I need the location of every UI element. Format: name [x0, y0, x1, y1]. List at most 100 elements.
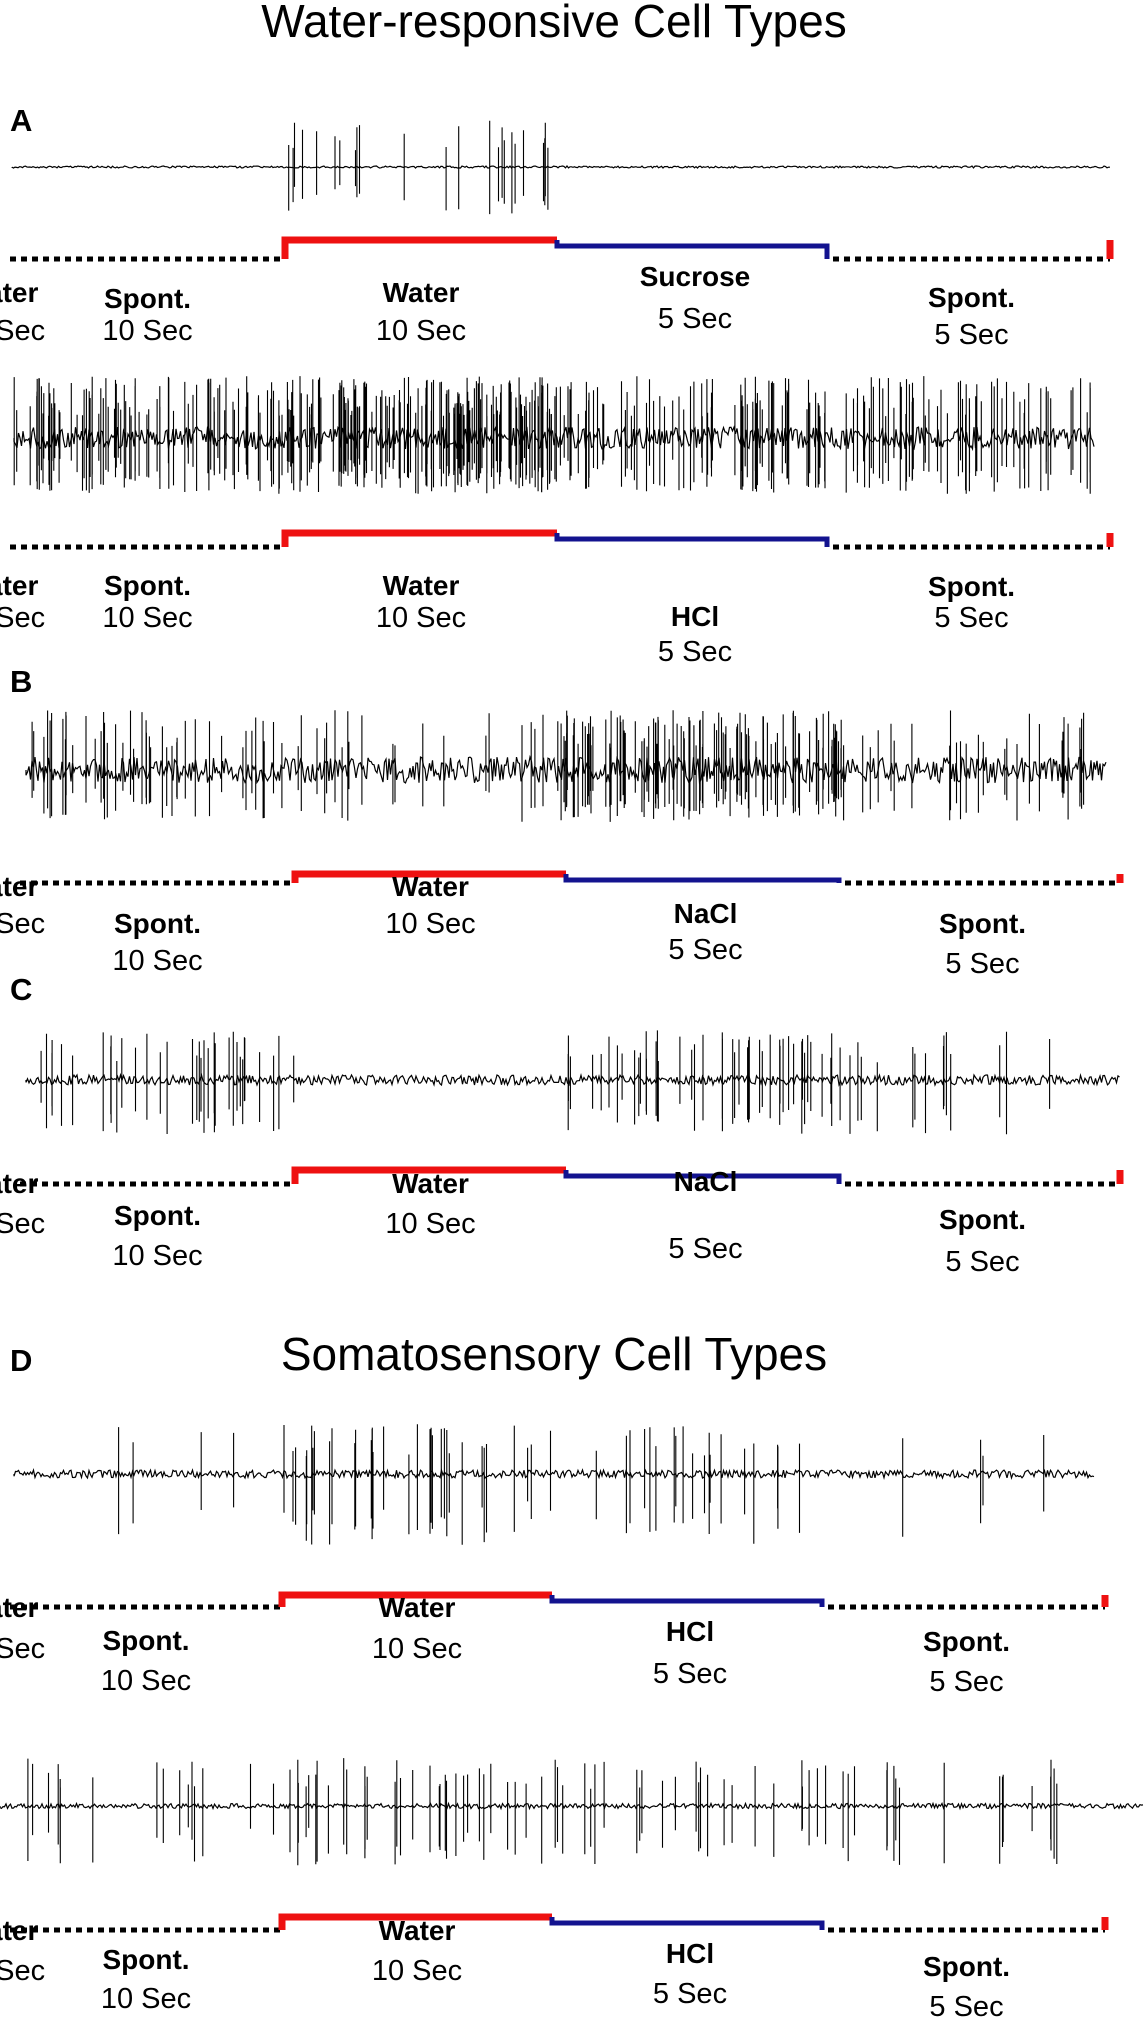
stimulus-name: Water: [392, 871, 469, 902]
stimulus-segment-water: Water 10 Sec: [291, 1166, 566, 1240]
tastant-bar: [549, 1917, 825, 1930]
stimulus-duration: 5 Sec: [929, 1991, 1003, 2018]
stimulus-duration: 10 Sec: [372, 1955, 462, 1987]
stimulus-duration: 10 Sec: [0, 1955, 45, 1987]
stimulus-duration: 5 Sec: [668, 934, 742, 966]
spike-train: [31, 710, 1085, 822]
spike-train: [288, 120, 549, 215]
stimulus-segment-water: Water 10 Sec: [0, 871, 1124, 940]
stimulus-name: Spont.: [928, 571, 1015, 602]
stimulus-name: HCl: [671, 601, 719, 632]
stimulus-duration: 5 Sec: [668, 1233, 742, 1265]
stimulus-name: Spont.: [923, 1626, 1010, 1657]
panel-label: B: [10, 664, 32, 699]
stimulus-name: Water: [0, 570, 38, 601]
stimulus-segment-tastant: Sucrose 5 Sec: [554, 240, 830, 335]
stimulus-segment-spont: Spont.10 Sec: [20, 1181, 295, 1272]
baseline-trace: [25, 1072, 1120, 1087]
stimulus-segment-spont: Spont.5 Sec: [833, 256, 1110, 351]
water-bar: [278, 1591, 552, 1607]
baseline-trace: [11, 165, 1110, 169]
stimulus-segment-tastant: NaCl 5 Sec: [563, 874, 842, 966]
stimulus-name: NaCl: [674, 898, 738, 929]
stimulus-name: Water: [0, 871, 38, 902]
stimulus-segment-tastant: HCl 5 Sec: [549, 1595, 825, 1690]
stimulus-segment-water: Water 10 Sec: [0, 1915, 1109, 1987]
stimulus-duration: 5 Sec: [653, 1658, 727, 1690]
spike-train: [118, 1424, 1045, 1545]
stimulus-duration: 5 Sec: [653, 1978, 727, 2010]
water-bar: [291, 1166, 566, 1184]
stimulus-name: Spont.: [114, 908, 201, 939]
stimulus-name: Water: [0, 1592, 38, 1623]
stimulus-segment-spont: Spont. 10 Sec: [20, 880, 295, 977]
stimulus-segment-spont: Spont. 5 Sec: [845, 880, 1120, 980]
stimulus-name: Spont.: [939, 1204, 1026, 1235]
stimulus-segment-tastant: HCl 5 Sec: [554, 533, 830, 668]
stimulus-segment-tastant: NaCl 5 Sec: [563, 1166, 842, 1265]
stimulus-name: Water: [392, 1168, 469, 1199]
water-responsive-title: Water-responsive Cell Types: [261, 0, 846, 47]
tastant-bar: [563, 874, 842, 883]
stimulus-name: Spont.: [928, 282, 1015, 313]
stimulus-name: Water: [383, 277, 460, 308]
water-bar: [291, 870, 566, 883]
stimulus-duration: 10 Sec: [385, 1208, 475, 1240]
stimulus-segment-spont: Spont. 5 Sec: [828, 1604, 1105, 1698]
stimulus-duration: 10 Sec: [101, 1983, 191, 2015]
stimulus-name: Spont.: [102, 1625, 189, 1656]
spike-train: [27, 1758, 1058, 1866]
stimulus-duration: 10 Sec: [112, 945, 202, 977]
stimulus-segment-water: Water 10 Sec: [0, 1592, 1109, 1665]
stimulus-name: Water: [0, 1915, 38, 1946]
water-bar: [281, 236, 557, 259]
stimulus-segment-spont: Spont.5 Sec: [828, 1927, 1105, 2018]
stimulus-duration: 5 Sec: [929, 1666, 1003, 1698]
stimulus-duration: 10 Sec: [102, 315, 192, 347]
stimulus-name: Water: [379, 1592, 456, 1623]
stimulus-duration: 5 Sec: [658, 303, 732, 335]
stimulus-segment-water: Water 10 Sec: [0, 240, 1114, 347]
spike-train: [40, 1030, 1051, 1135]
stimulus-segment-spont: Spont.5 Sec: [833, 544, 1110, 634]
stimulus-segment-spont: Spont.10 Sec: [10, 1604, 282, 1697]
stimulus-duration: 10 Sec: [372, 1633, 462, 1665]
tastant-bar: [554, 533, 830, 547]
stimulus-segment-spont: Spont. 10 Sec: [10, 1927, 282, 2015]
stimulus-segment-water: Water 10 Sec: [278, 1913, 552, 1987]
stimulus-duration: 5 Sec: [945, 948, 1019, 980]
stimulus-duration: 10 Sec: [385, 908, 475, 940]
stimulus-segment-spont: Spont. 5 Sec: [845, 1181, 1120, 1278]
stimulus-duration: 10 Sec: [112, 1240, 202, 1272]
stimulus-segment-water: Water 10 Sec: [0, 1168, 1124, 1240]
panel-label: D: [10, 1343, 32, 1378]
water-bar: [278, 1913, 552, 1930]
recording-row: B Spont. 10 Sec Water 10 Sec NaCl 5 Sec Spont. 5…: [0, 664, 1124, 980]
stimulus-duration: 5 Sec: [945, 1246, 1019, 1278]
stimulus-name: Spont.: [939, 908, 1026, 939]
stimulus-segment-spont: Spont.10 Sec: [10, 256, 285, 347]
stimulus-duration: 5 Sec: [658, 636, 732, 668]
stimulus-name: Water: [0, 1168, 38, 1199]
stimulus-segment-tastant: HCl 5 Sec: [549, 1917, 825, 2010]
stimulus-name: Spont.: [102, 1944, 189, 1975]
tastant-bar: [549, 1595, 825, 1607]
stimulus-name: HCl: [666, 1938, 714, 1969]
panel-label: A: [10, 103, 32, 138]
stimulus-duration: 10 Sec: [0, 315, 45, 347]
stimulus-name: Water: [379, 1915, 456, 1946]
stimulus-duration: 10 Sec: [0, 1633, 45, 1665]
recording-row: C Spont. 10 Sec Water 10 Sec NaCl 5 Sec Spont. 5…: [0, 972, 1124, 1278]
stimulus-name: Spont.: [104, 283, 191, 314]
stimulus-duration: 10 Sec: [0, 1208, 45, 1240]
stimulus-duration: 10 Sec: [0, 908, 45, 940]
stimulus-duration: 10 Sec: [376, 602, 466, 634]
stimulus-name: Water: [383, 570, 460, 601]
